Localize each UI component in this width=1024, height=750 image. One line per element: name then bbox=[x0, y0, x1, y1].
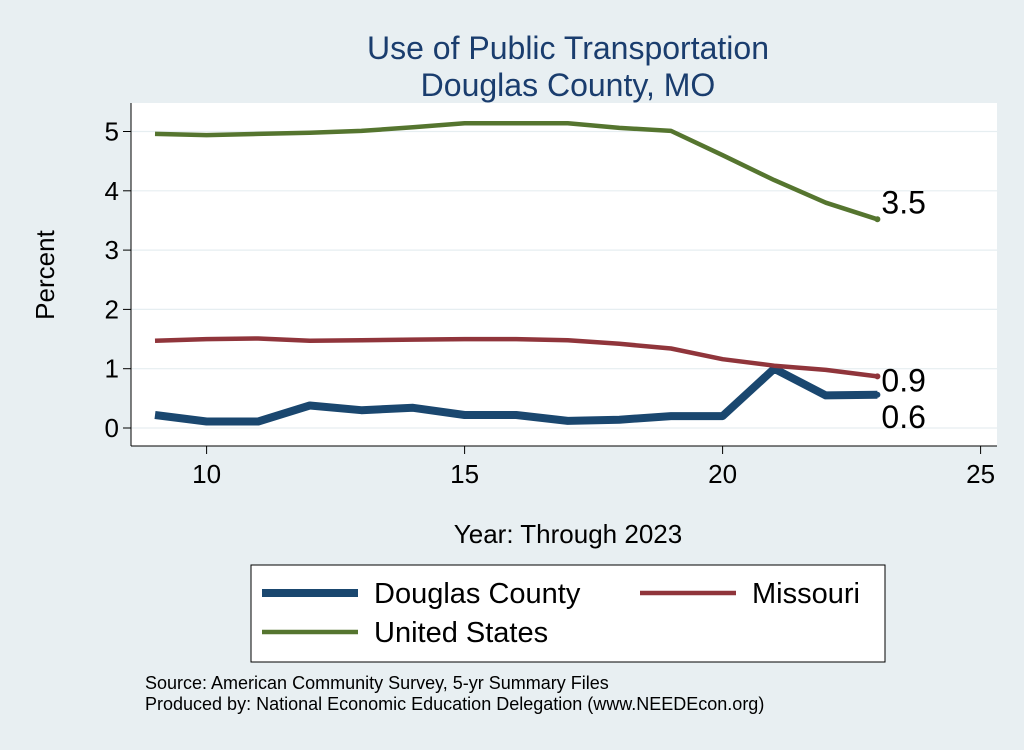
end-label-united-states: 3.5 bbox=[881, 184, 925, 220]
source-line-1: Source: American Community Survey, 5-yr … bbox=[145, 673, 609, 693]
y-tick-label: 2 bbox=[105, 294, 119, 324]
y-tick-label: 4 bbox=[105, 176, 119, 206]
series-layer bbox=[154, 120, 881, 426]
series-line-united-states bbox=[154, 120, 879, 222]
y-tick-label: 5 bbox=[105, 117, 119, 147]
y-tick-label: 1 bbox=[105, 354, 119, 384]
x-tick-label: 15 bbox=[450, 459, 479, 489]
x-tick-label: 25 bbox=[966, 459, 995, 489]
y-axis-label: Percent bbox=[30, 229, 60, 319]
x-tick-label: 20 bbox=[708, 459, 737, 489]
chart-title: Use of Public Transportation bbox=[367, 30, 769, 66]
gridlines bbox=[131, 130, 997, 429]
series-endpoint-missouri bbox=[874, 373, 881, 380]
end-label-missouri: 0.9 bbox=[881, 362, 925, 398]
series-endpoint-united-states bbox=[874, 216, 881, 223]
end-labels: 0.60.9 3.5 bbox=[881, 184, 925, 435]
x-tick-label: 10 bbox=[192, 459, 221, 489]
legend-label-douglas-county: Douglas County bbox=[374, 578, 581, 610]
y-tick-label: 3 bbox=[105, 235, 119, 265]
legend-label-united-states: United States bbox=[374, 617, 548, 649]
y-ticks: 0 1 2 3 4 5 bbox=[105, 117, 131, 443]
x-axis-label: Year: Through 2023 bbox=[454, 519, 682, 549]
chart-subtitle: Douglas County, MO bbox=[421, 67, 716, 103]
x-ticks: 10 15 20 25 bbox=[192, 446, 995, 489]
end-label-douglas-county: 0.6 bbox=[881, 399, 925, 435]
series-line-douglas-county bbox=[154, 364, 878, 426]
legend: Douglas County Missouri United States bbox=[262, 578, 860, 649]
y-tick-label: 0 bbox=[105, 413, 119, 443]
series-line-missouri bbox=[154, 336, 878, 379]
legend-label-missouri: Missouri bbox=[752, 578, 860, 610]
legend-box bbox=[250, 564, 886, 663]
series-endpoint-douglas-county bbox=[874, 391, 881, 398]
plot-area bbox=[131, 103, 997, 446]
source-line-2: Produced by: National Economic Education… bbox=[145, 694, 764, 714]
